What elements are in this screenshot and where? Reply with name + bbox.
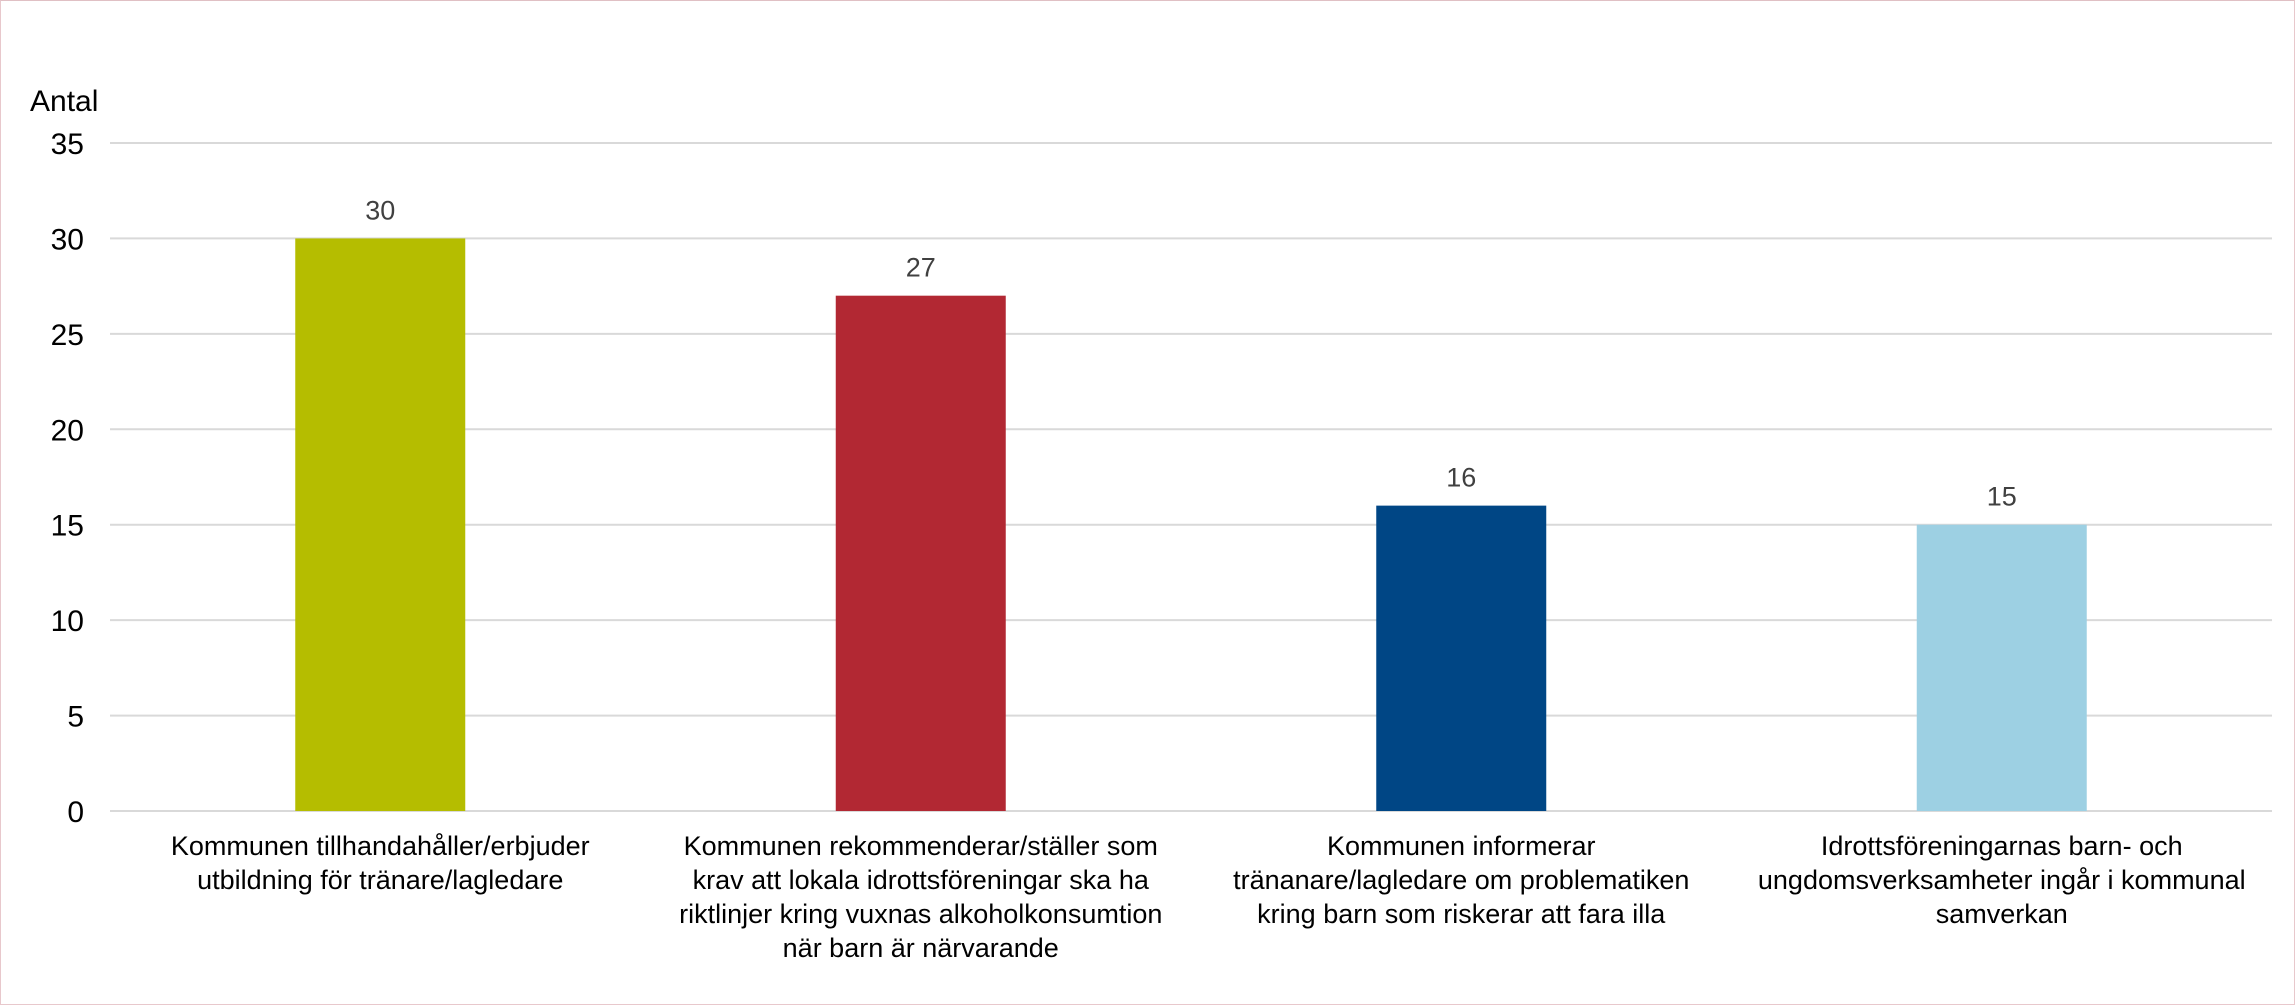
y-tick-label: 15 xyxy=(51,510,84,543)
x-category-label-line: ungdomsverksamheter ingår i kommunal xyxy=(1757,865,2246,895)
x-category-label-line: riktlinjer kring vuxnas alkoholkonsumtio… xyxy=(679,899,1163,929)
y-axis-ticks: 0 5 10 15 20 25 30 35 xyxy=(51,128,84,829)
y-tick-label: 30 xyxy=(51,223,84,256)
x-category-label-line: tränanare/lagledare om problematiken xyxy=(1233,865,1690,895)
x-category-label-line: Kommunen tillhandahåller/erbjuder xyxy=(170,831,590,861)
y-tick-label: 35 xyxy=(51,128,84,161)
y-tick-label: 20 xyxy=(51,414,84,447)
x-category-label-line: krav att lokala idrottsföreningar ska ha xyxy=(692,865,1149,895)
y-tick-label: 10 xyxy=(51,605,84,638)
data-label: 16 xyxy=(1446,463,1476,493)
x-category-label-line: Kommunen informerar xyxy=(1326,831,1596,861)
x-category-label-line: Kommunen rekommenderar/ställer som xyxy=(683,831,1158,861)
bar xyxy=(1916,524,2087,811)
data-label: 27 xyxy=(906,253,936,283)
x-category-label: Kommunen rekommenderar/ställer som krav a… xyxy=(661,829,1181,965)
bars xyxy=(295,238,2087,812)
x-category-label: Idrottsföreningarnas barn- och ungdomsver… xyxy=(1742,829,2262,931)
bar xyxy=(835,295,1006,812)
bar xyxy=(295,238,466,811)
x-category-label-line: kring barn som riskerar att fara illa xyxy=(1257,899,1666,929)
gridlines xyxy=(110,142,2272,812)
y-tick-label: 0 xyxy=(67,796,84,829)
y-tick-label: 5 xyxy=(67,701,84,734)
y-axis-label: Antal xyxy=(30,85,98,118)
data-label: 30 xyxy=(365,195,395,225)
bar xyxy=(1376,505,1547,811)
x-category-label-line: när barn är närvarande xyxy=(782,933,1059,963)
x-category-label: Kommunen informerar tränanare/lagledare o… xyxy=(1201,829,1721,931)
x-category-label-line: samverkan xyxy=(1935,899,2068,929)
x-category-label-line: utbildning för tränare/lagledare xyxy=(197,865,564,895)
x-category-label-line: Idrottsföreningarnas barn- och xyxy=(1820,831,2183,861)
data-label: 15 xyxy=(1987,482,2017,512)
x-category-label: Kommunen tillhandahåller/erbjuder utbildn… xyxy=(120,829,640,897)
y-tick-label: 25 xyxy=(51,319,84,352)
data-labels: 30 27 16 15 xyxy=(365,195,2017,511)
